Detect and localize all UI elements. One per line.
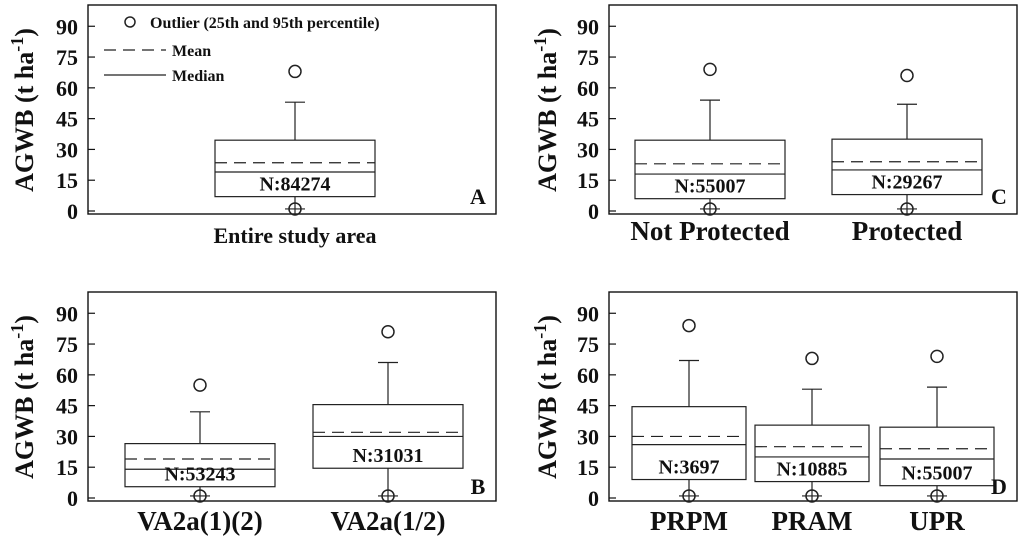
y-axis-title: AGWB (t ha-1) bbox=[530, 28, 562, 192]
panel-d: 0 15 30 45 60 75 90 AGWB (t ha-1) N:3697 PRPM N:10… bbox=[530, 291, 1018, 536]
outlier-high bbox=[193, 378, 207, 392]
y-tick-label: 0 bbox=[588, 486, 599, 511]
y-tick-label: 15 bbox=[577, 455, 599, 480]
panel-letter: C bbox=[991, 184, 1007, 209]
x-category-label: Not Protected bbox=[630, 216, 789, 246]
y-tick-label: 30 bbox=[56, 137, 78, 162]
panel-letter: A bbox=[470, 184, 486, 209]
y-axis-title-main: AGWB (t ha bbox=[10, 339, 39, 479]
y-tick-label: 90 bbox=[56, 301, 78, 326]
box-iqr bbox=[754, 424, 870, 483]
y-axis-title-close: ) bbox=[533, 315, 562, 324]
y-axis-title-main: AGWB (t ha bbox=[533, 339, 562, 479]
y-tick-label: 45 bbox=[56, 394, 78, 419]
box-iqr bbox=[124, 443, 276, 488]
y-tick-label: 90 bbox=[577, 14, 599, 39]
n-count-label: N:31031 bbox=[352, 445, 423, 467]
y-axis-title: AGWB (t ha-1) bbox=[530, 315, 562, 479]
y-tick-label: 60 bbox=[56, 363, 78, 388]
y-axis-title-main: AGWB (t ha bbox=[10, 52, 39, 192]
n-count-label: N:53243 bbox=[164, 464, 235, 486]
outlier-high bbox=[930, 349, 944, 364]
outlier-high bbox=[805, 351, 819, 366]
legend: Outlier (25th and 95th percentile) Mean … bbox=[104, 15, 380, 85]
panel-c: 0 15 30 45 60 75 90 AGWB (t ha-1) N:55007 Not Pro… bbox=[530, 4, 1018, 246]
plot-frame bbox=[608, 291, 1018, 502]
outlier-high bbox=[381, 324, 395, 339]
n-count-label: N:3697 bbox=[658, 457, 719, 479]
n-count-label: N:29267 bbox=[871, 172, 942, 194]
y-tick-label: 30 bbox=[577, 424, 599, 449]
plot-frame bbox=[87, 291, 497, 502]
outlier-high bbox=[682, 318, 696, 333]
y-axis-title-close: ) bbox=[533, 28, 562, 37]
y-tick-label: 90 bbox=[577, 301, 599, 326]
outlier-high bbox=[900, 68, 914, 83]
outlier-high bbox=[288, 64, 302, 79]
y-tick-label: 60 bbox=[56, 76, 78, 101]
y-tick-label: 45 bbox=[56, 107, 78, 132]
x-category-label: UPR bbox=[909, 506, 965, 536]
y-tick-label: 45 bbox=[577, 107, 599, 132]
box-iqr bbox=[214, 139, 376, 198]
y-tick-label: 75 bbox=[56, 45, 78, 70]
legend-outlier-label: Outlier (25th and 95th percentile) bbox=[150, 15, 380, 32]
x-category-label: Protected bbox=[852, 216, 962, 246]
box-iqr bbox=[634, 139, 786, 200]
panel-letter: B bbox=[471, 474, 486, 499]
box-iqr bbox=[631, 406, 747, 481]
y-axis-title-close: ) bbox=[10, 315, 39, 324]
y-tick-label: 60 bbox=[577, 363, 599, 388]
legend-median-label: Median bbox=[172, 68, 225, 85]
y-axis-title-superscript: -1 bbox=[7, 324, 27, 339]
y-tick-label: 0 bbox=[67, 486, 78, 511]
y-tick-label: 15 bbox=[56, 168, 78, 193]
y-tick-label: 0 bbox=[67, 199, 78, 224]
y-tick-label: 15 bbox=[56, 455, 78, 480]
y-tick-label: 0 bbox=[588, 199, 599, 224]
box-iqr bbox=[879, 426, 995, 487]
panel-b: 0 15 30 45 60 75 90 AGWB (t ha-1) N:53243 VA2a(1)… bbox=[7, 291, 497, 536]
panel-a: 0 15 30 45 60 75 90 AGWB (t ha-1) N:84274 Entire … bbox=[7, 4, 497, 248]
y-tick-label: 15 bbox=[577, 168, 599, 193]
n-count-label: N:10885 bbox=[776, 459, 847, 481]
y-tick-label: 45 bbox=[577, 394, 599, 419]
y-axis-title-superscript: -1 bbox=[530, 324, 550, 339]
y-axis-title: AGWB (t ha-1) bbox=[7, 28, 39, 192]
n-count-label: N:55007 bbox=[901, 463, 972, 485]
y-tick-label: 90 bbox=[56, 14, 78, 39]
legend-mean-label: Mean bbox=[172, 43, 211, 60]
y-tick-label: 30 bbox=[577, 137, 599, 162]
y-axis-title-superscript: -1 bbox=[7, 37, 27, 52]
y-axis-title-close: ) bbox=[10, 28, 39, 37]
outlier-high bbox=[703, 62, 717, 77]
y-tick-label: 30 bbox=[56, 424, 78, 449]
n-count-label: N:55007 bbox=[674, 176, 745, 198]
x-category-label: Entire study area bbox=[214, 223, 377, 248]
x-category-label: VA2a(1)(2) bbox=[137, 506, 262, 536]
y-axis-title: AGWB (t ha-1) bbox=[7, 315, 39, 479]
y-tick-label: 75 bbox=[56, 332, 78, 357]
plot-frame bbox=[608, 4, 1018, 215]
y-tick-label: 60 bbox=[577, 76, 599, 101]
legend-outlier-marker bbox=[124, 16, 136, 28]
panel-letter: D bbox=[991, 474, 1007, 499]
box-iqr bbox=[831, 138, 983, 196]
y-tick-label: 75 bbox=[577, 45, 599, 70]
x-category-label: VA2a(1/2) bbox=[330, 506, 445, 536]
y-axis-title-superscript: -1 bbox=[530, 37, 550, 52]
y-axis-title-main: AGWB (t ha bbox=[533, 52, 562, 192]
x-category-label: PRAM bbox=[772, 506, 853, 536]
n-count-label: N:84274 bbox=[259, 174, 330, 196]
y-tick-label: 75 bbox=[577, 332, 599, 357]
x-category-label: PRPM bbox=[650, 506, 728, 536]
